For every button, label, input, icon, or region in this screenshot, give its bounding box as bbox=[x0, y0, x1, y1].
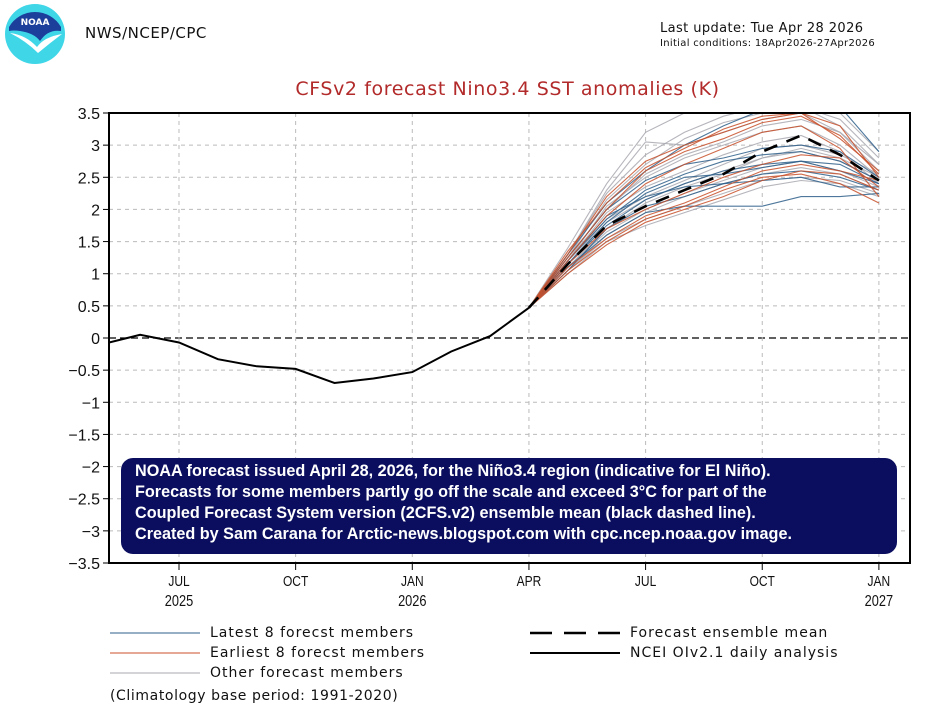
forecast-member-earliest bbox=[528, 125, 880, 309]
y-tick-label: −2 bbox=[82, 460, 100, 477]
main-lines bbox=[109, 134, 880, 385]
y-tick-label: 3.5 bbox=[78, 106, 100, 123]
x-tick-year: 2027 bbox=[865, 593, 893, 611]
logo-bird bbox=[10, 33, 62, 53]
logo-top bbox=[9, 11, 61, 41]
forecast-member-other bbox=[528, 134, 880, 309]
y-tick-label: 1 bbox=[91, 267, 100, 284]
forecast-member-other bbox=[528, 113, 880, 309]
x-tick-year: 2026 bbox=[398, 593, 426, 611]
y-tick-label: 0.5 bbox=[78, 299, 100, 316]
forecast-member-earliest bbox=[528, 113, 880, 309]
forecast-member-other bbox=[528, 113, 880, 309]
x-tick-label: JAN bbox=[401, 573, 424, 590]
y-tick-label: −0.5 bbox=[68, 363, 100, 380]
chart-title: CFSv2 forecast Nino3.4 SST anomalies (K) bbox=[295, 78, 720, 100]
logo-text: NOAA bbox=[21, 18, 50, 28]
legend-observed: NCEI OIv2.1 daily analysis bbox=[630, 645, 839, 661]
x-tick-label: JUL bbox=[168, 573, 190, 590]
initial-conditions: Initial conditions: 18Apr2026-27Apr2026 bbox=[660, 38, 876, 49]
forecast-member-latest bbox=[528, 113, 880, 309]
legend-lines bbox=[110, 631, 620, 674]
x-axis: JUL 2025 OCT JAN 2026 APR JUL OCT JAN 2027 bbox=[165, 563, 893, 610]
observed-line bbox=[109, 306, 530, 385]
y-tick-label: −2.5 bbox=[68, 492, 100, 509]
x-tick-label: OCT bbox=[283, 573, 308, 590]
annotation-line: NOAA forecast issued April 28, 2026, for… bbox=[135, 462, 771, 480]
legend-mean: Forecast ensemble mean bbox=[630, 625, 829, 641]
forecast-member-other bbox=[528, 118, 880, 309]
y-tick-label: 1.5 bbox=[78, 235, 100, 252]
x-tick-year: 2025 bbox=[165, 593, 193, 611]
x-tick-label: JUL bbox=[635, 573, 657, 590]
annotation-box: NOAA forecast issued April 28, 2026, for… bbox=[121, 458, 897, 554]
legend-latest: Latest 8 forecst members bbox=[210, 625, 414, 641]
y-tick-label: 0 bbox=[91, 331, 100, 348]
forecast-members bbox=[528, 113, 880, 309]
org-label: NWS/NCEP/CPC bbox=[85, 24, 207, 42]
forecast-member-other bbox=[528, 125, 880, 309]
y-tick-label: −1.5 bbox=[68, 427, 100, 444]
y-tick-label: −3.5 bbox=[68, 556, 100, 573]
forecast-member-latest bbox=[528, 192, 879, 309]
forecast-member-earliest bbox=[528, 170, 880, 309]
last-update: Last update: Tue Apr 28 2026 bbox=[660, 21, 864, 36]
forecast-member-latest bbox=[528, 170, 880, 309]
y-tick-label: 3 bbox=[91, 138, 100, 155]
forecast-member-other bbox=[528, 113, 880, 309]
forecast-member-earliest bbox=[528, 163, 880, 309]
x-tick-label: APR bbox=[517, 573, 542, 590]
climatology-note: (Climatology base period: 1991-2020) bbox=[110, 688, 399, 704]
ensemble-mean-line bbox=[527, 134, 880, 309]
x-tick-label: JAN bbox=[868, 573, 891, 590]
y-tick-label: 2 bbox=[91, 202, 100, 219]
noaa-logo: NOAA bbox=[5, 4, 65, 64]
y-axis: 3.5 3 2.5 2 1.5 1 0.5 0 −0.5 −1 −1.5 −2 −2.5 −3 −3.5 bbox=[68, 106, 109, 573]
forecast-member-earliest bbox=[528, 113, 880, 309]
legend-other: Other forecast members bbox=[210, 665, 404, 681]
forecast-member-earliest bbox=[528, 115, 880, 309]
y-tick-label: 2.5 bbox=[78, 170, 100, 187]
y-tick-label: −3 bbox=[82, 524, 100, 541]
forecast-member-other bbox=[528, 144, 880, 309]
annotation-line: Forecasts for some members partly go off… bbox=[135, 483, 767, 501]
y-tick-label: −1 bbox=[82, 395, 100, 412]
forecast-member-latest bbox=[528, 160, 880, 309]
annotation-line: Created by Sam Carana for Arctic-news.bl… bbox=[135, 525, 792, 543]
forecast-member-earliest bbox=[528, 173, 880, 309]
forecast-member-other bbox=[528, 113, 880, 309]
x-tick-label: OCT bbox=[750, 573, 775, 590]
legend-earliest: Earliest 8 forecst members bbox=[210, 645, 426, 661]
annotation-line: Coupled Forecast System version (2CFS.v2… bbox=[135, 504, 756, 522]
